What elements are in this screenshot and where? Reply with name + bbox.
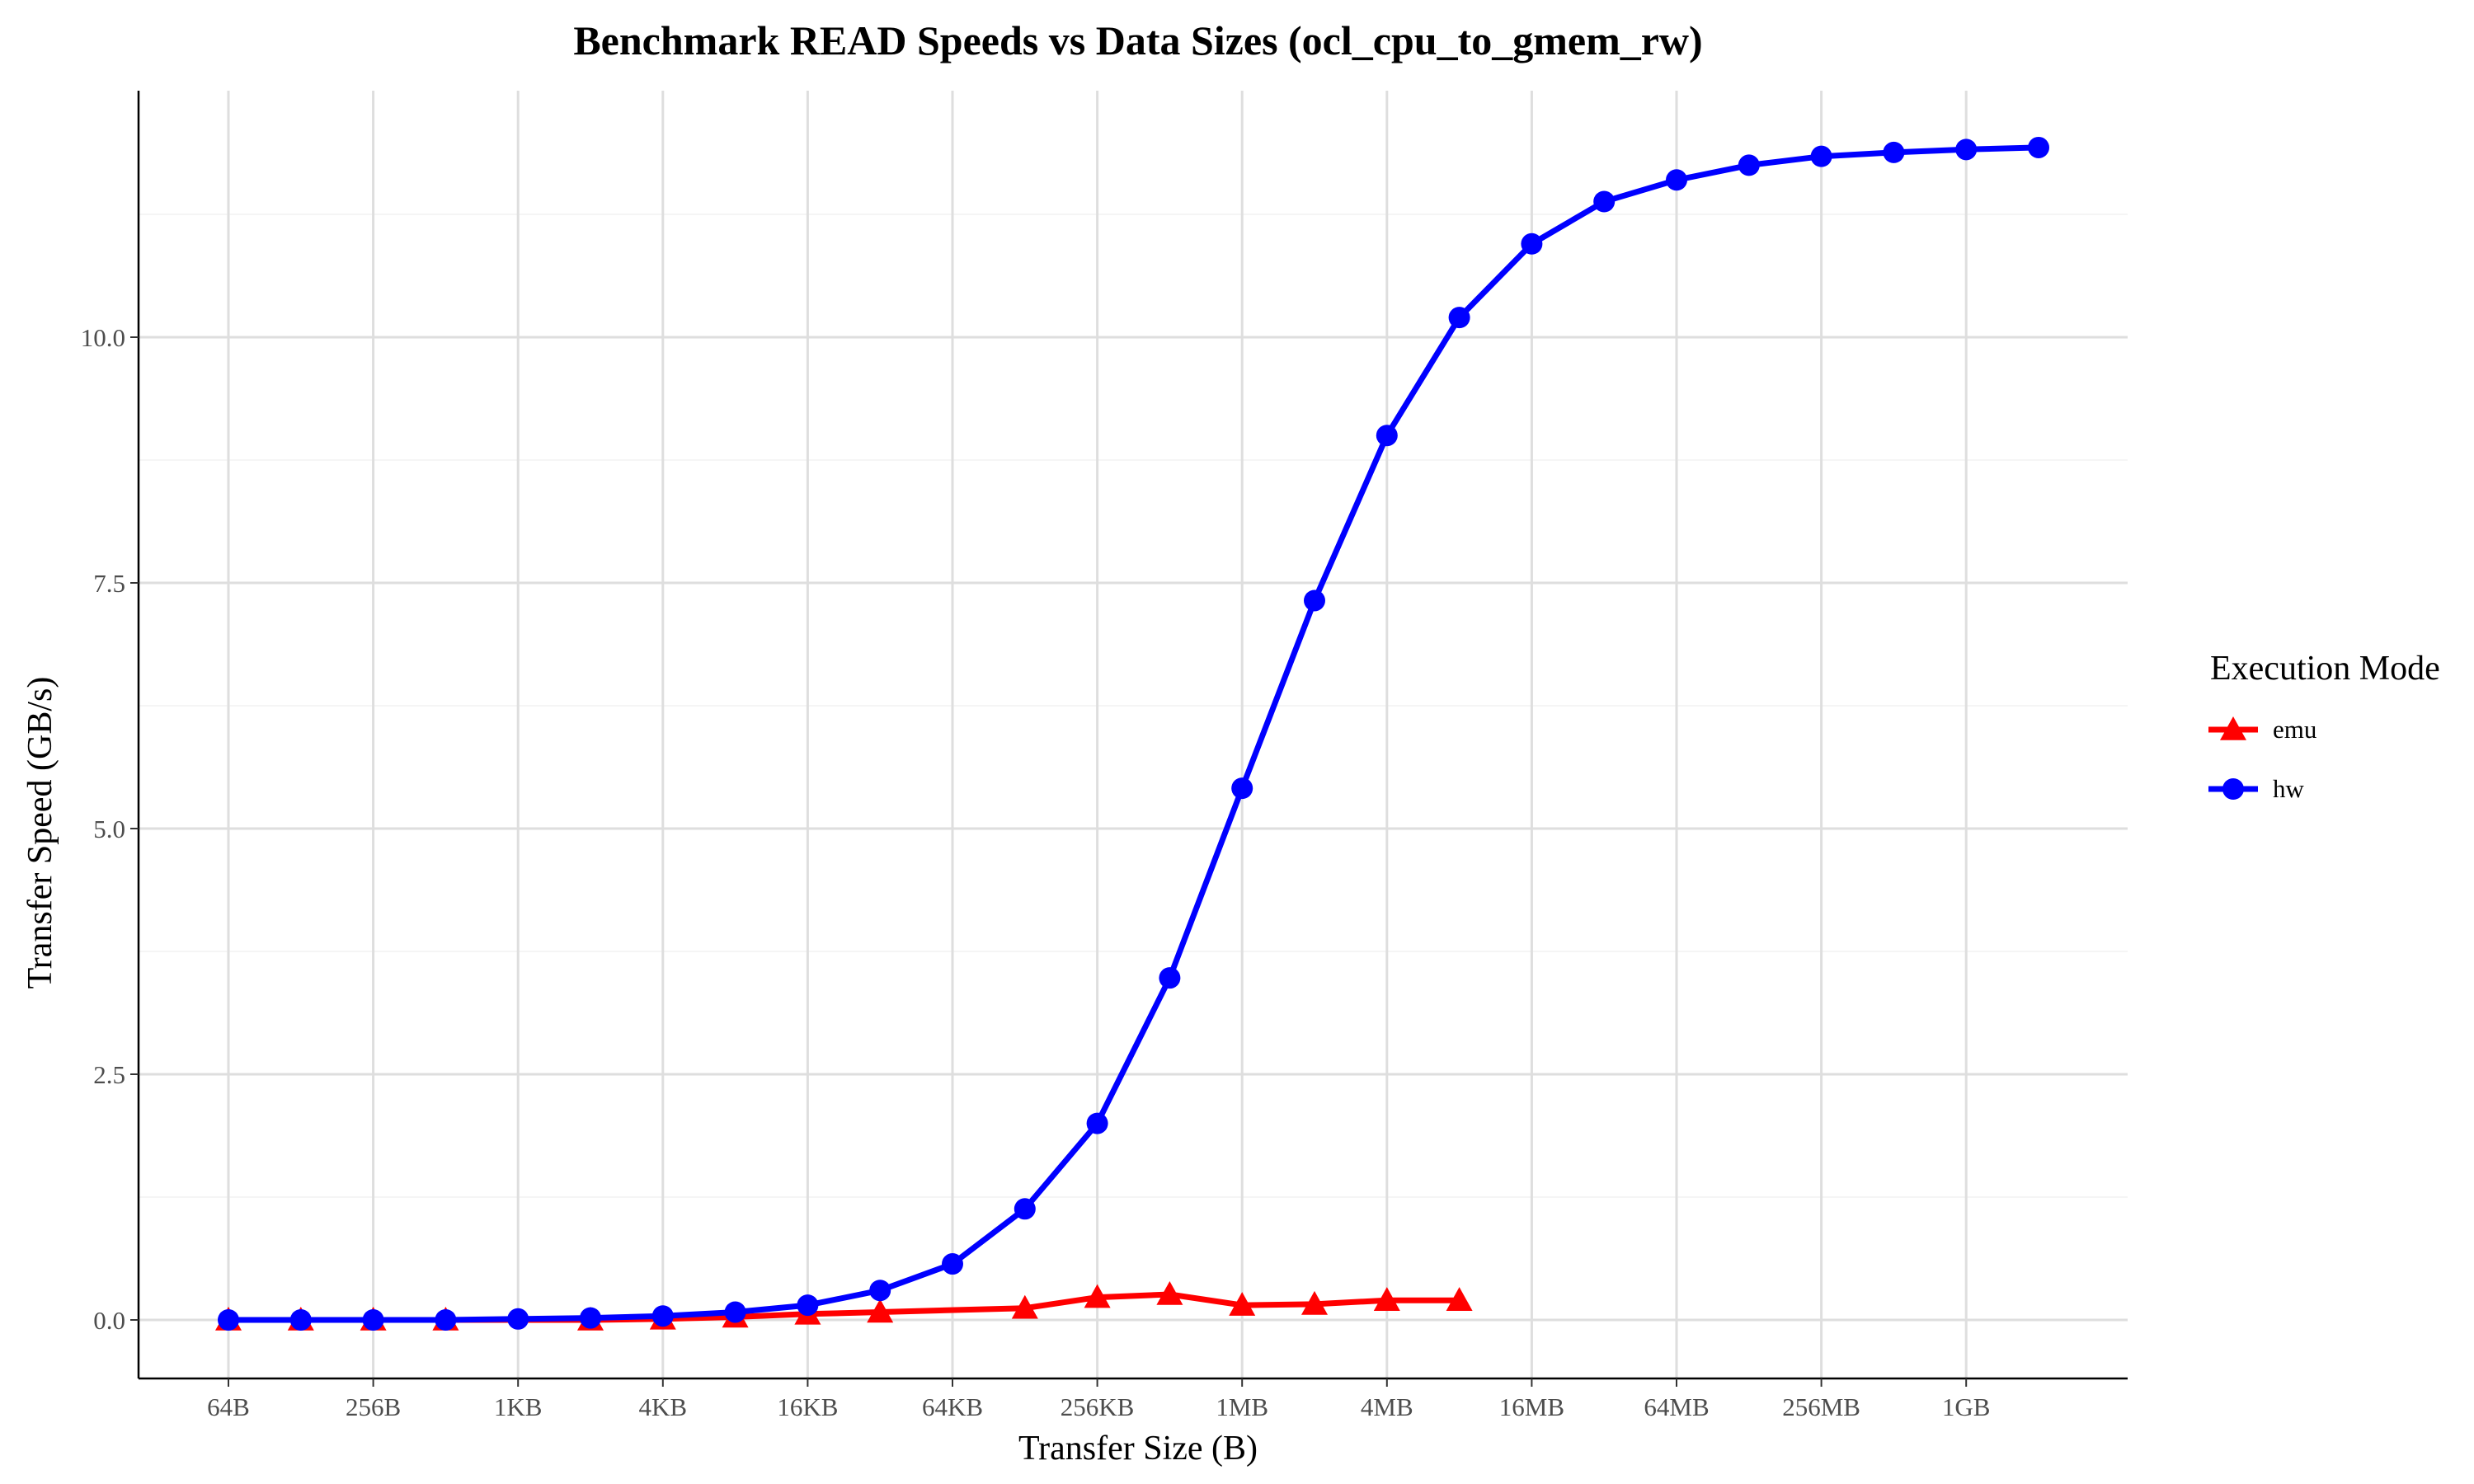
hw-point: [1086, 1112, 1108, 1134]
y-tick-label: 5.0: [93, 815, 125, 843]
legend-key-marker: [2220, 716, 2246, 740]
hw-point: [651, 1305, 674, 1327]
emu-point: [1373, 1287, 1400, 1311]
hw-point: [1810, 145, 1832, 167]
legend-label: hw: [2273, 774, 2305, 803]
emu-point: [1301, 1290, 1328, 1315]
hw-point: [580, 1307, 601, 1329]
hw-point: [289, 1309, 312, 1331]
y-axis-ticks: 0.0 2.5 5.0 7.5 10.0: [81, 323, 139, 1335]
hw-point: [724, 1301, 746, 1323]
hw-point: [1159, 967, 1181, 989]
hw-point: [507, 1308, 529, 1330]
hw-point: [1376, 425, 1398, 447]
hw-point: [1955, 139, 1978, 161]
x-tick-label: 256KB: [1061, 1392, 1135, 1421]
hw-point: [942, 1253, 963, 1275]
y-tick-label: 7.5: [93, 569, 125, 598]
hw-point: [869, 1280, 891, 1302]
axes: [137, 91, 2128, 1380]
hw-point: [1593, 190, 1616, 213]
x-tick-label: 64KB: [922, 1392, 983, 1421]
legend-key-marker: [2222, 778, 2244, 800]
x-tick-label: 4MB: [1361, 1392, 1413, 1421]
x-axis-title: Transfer Size (B): [1018, 1430, 1258, 1468]
series-emu: [215, 1281, 1473, 1331]
hw-point: [1738, 154, 1760, 176]
hw-point: [797, 1294, 819, 1317]
emu-point: [1229, 1292, 1256, 1316]
x-tick-label: 16MB: [1499, 1392, 1564, 1421]
x-tick-label: 1KB: [494, 1392, 543, 1421]
grid: [139, 91, 2128, 1378]
hw-point: [1231, 777, 1253, 800]
x-tick-label: 4KB: [639, 1392, 688, 1421]
hw-point: [1448, 307, 1470, 329]
y-tick-label: 2.5: [93, 1060, 125, 1089]
hw-point: [362, 1309, 384, 1331]
hw-point: [1304, 589, 1325, 612]
hw-point: [1521, 232, 1543, 255]
x-tick-label: 64MB: [1644, 1392, 1709, 1421]
emu-point: [1156, 1281, 1183, 1305]
hw-point: [1014, 1198, 1036, 1220]
legend: Execution Mode emu hw: [2208, 650, 2440, 803]
x-tick-label: 16KB: [777, 1392, 838, 1421]
emu-point: [1446, 1287, 1473, 1311]
emu-point: [1084, 1284, 1111, 1308]
hw-line: [225, 144, 2042, 1323]
legend-title: Execution Mode: [2210, 650, 2440, 688]
x-tick-label: 256MB: [1782, 1392, 1860, 1421]
x-tick-label: 1GB: [1942, 1392, 1991, 1421]
hw-point: [435, 1309, 457, 1331]
legend-item-emu: emu: [2208, 715, 2316, 744]
hw-point: [2028, 136, 2049, 158]
series-hw: [218, 136, 2049, 1331]
x-tick-label: 64B: [207, 1392, 250, 1421]
hw-point: [1883, 141, 1905, 163]
x-axis-ticks: 64B 256B 1KB 4KB 16KB 64KB 256KB 1MB 4MB 16MB 64MB…: [207, 1378, 1990, 1421]
emu-point: [1011, 1294, 1038, 1319]
y-tick-label: 10.0: [81, 323, 125, 352]
series-layer: [215, 136, 2049, 1331]
chart-title: Benchmark READ Speeds vs Data Sizes (ocl…: [573, 17, 1702, 63]
legend-label: emu: [2273, 715, 2316, 744]
y-axis-title: Transfer Speed (GB/s): [21, 677, 59, 989]
y-tick-label: 0.0: [93, 1306, 125, 1335]
legend-item-hw: hw: [2208, 774, 2305, 803]
emu-point: [867, 1298, 894, 1323]
x-tick-label: 1MB: [1216, 1392, 1268, 1421]
hw-point: [1666, 169, 1687, 191]
hw-point: [218, 1309, 239, 1331]
legend-items: emu hw: [2208, 715, 2316, 803]
x-tick-label: 256B: [346, 1392, 401, 1421]
